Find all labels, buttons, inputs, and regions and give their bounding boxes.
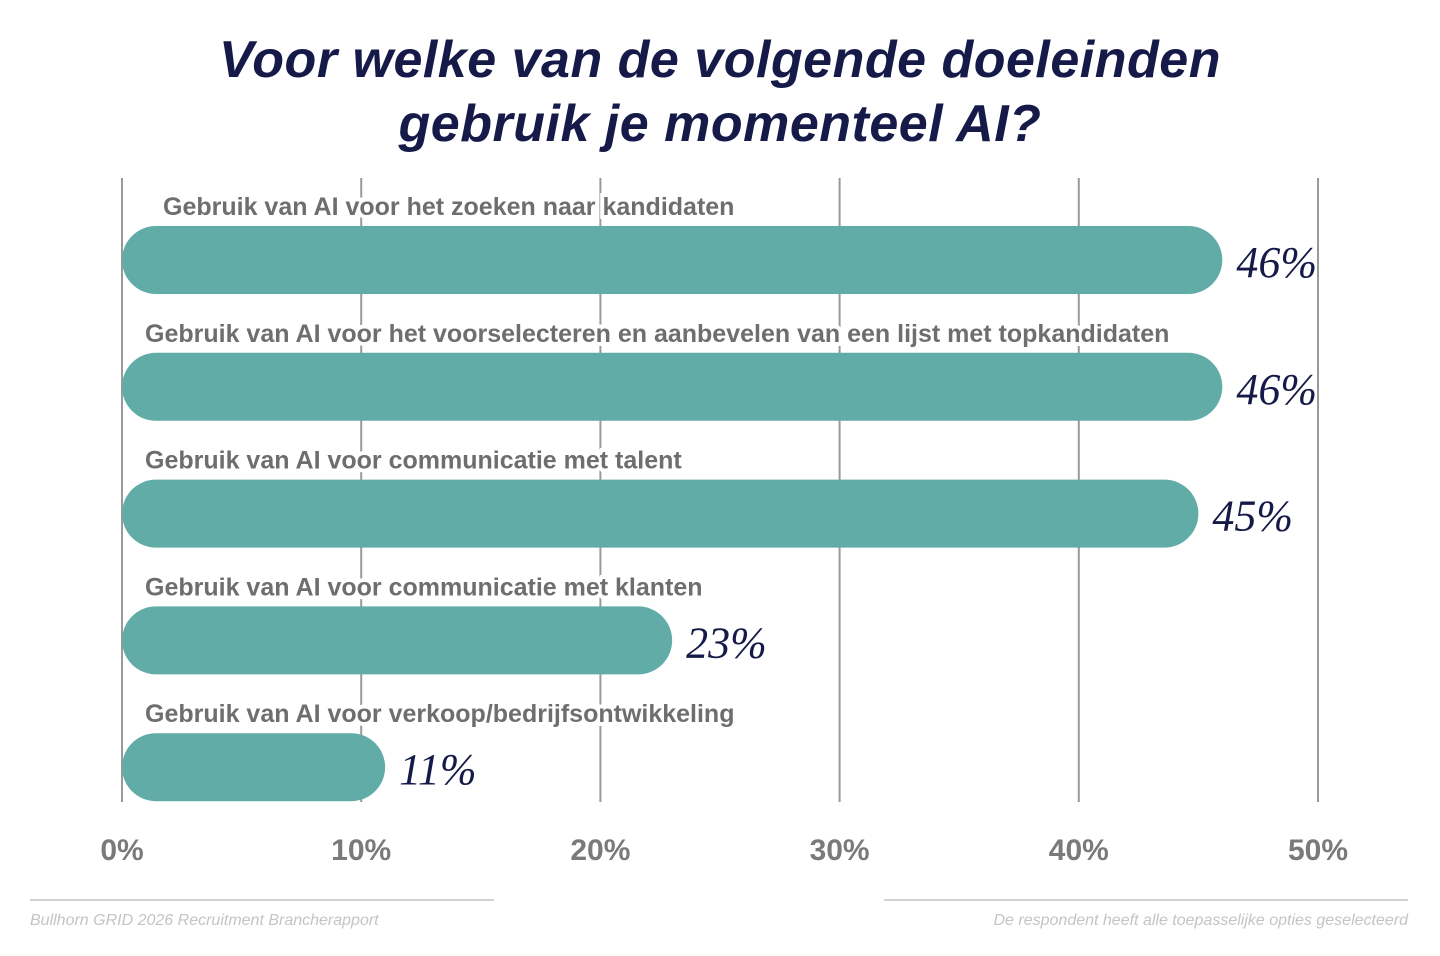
- bar: [122, 226, 1223, 294]
- bar: [122, 352, 1223, 421]
- category-label: Gebruik van AI voor het zoeken naar kand…: [163, 193, 734, 221]
- data-label: 23%: [686, 618, 767, 667]
- category-label: Gebruik van AI voor communicatie met kla…: [145, 573, 703, 601]
- data-label: 11%: [399, 745, 476, 794]
- title-line: gebruik je momenteel AI?: [398, 95, 1042, 153]
- x-tick-label: 30%: [810, 834, 870, 867]
- footer-rule-left: [30, 899, 494, 901]
- data-label: 46%: [1236, 238, 1317, 287]
- title-line: Voor welke van de volgende doeleinden: [219, 31, 1221, 89]
- x-tick-label: 40%: [1049, 834, 1109, 867]
- x-tick-label: 0%: [100, 834, 143, 867]
- category-label: Gebruik van AI voor het voorselecteren e…: [145, 320, 1169, 348]
- x-tick-label: 50%: [1288, 834, 1348, 867]
- chart-title: Voor welke van de volgende doeleinden ge…: [0, 28, 1440, 156]
- footer-rule-right: [884, 899, 1408, 901]
- data-label: 45%: [1212, 492, 1293, 541]
- x-tick-label: 20%: [570, 834, 630, 867]
- bar: [122, 606, 673, 675]
- category-label: Gebruik van AI voor verkoop/bedrijfsontw…: [145, 700, 734, 728]
- bar: [122, 733, 386, 802]
- category-label: Gebruik van AI voor communicatie met tal…: [145, 447, 682, 475]
- footer-source: Bullhorn GRID 2026 Recruitment Branchera…: [30, 912, 379, 929]
- bar: [122, 479, 1199, 548]
- footer-note: De respondent heeft alle toepasselijke o…: [993, 912, 1409, 929]
- data-label: 46%: [1236, 365, 1317, 414]
- x-tick-label: 10%: [331, 834, 391, 867]
